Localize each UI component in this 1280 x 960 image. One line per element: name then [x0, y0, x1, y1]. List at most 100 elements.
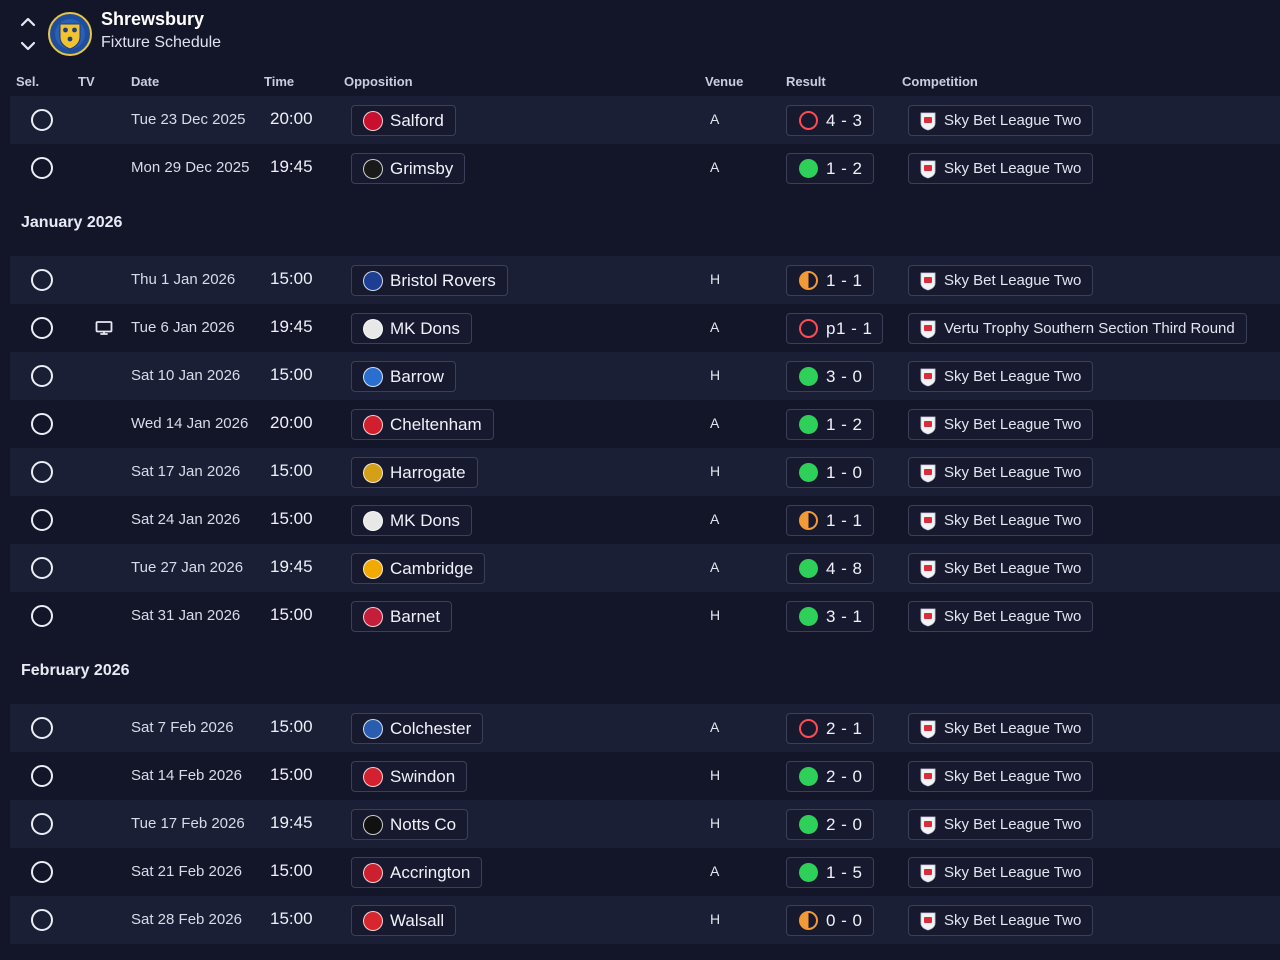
competition-badge-icon — [920, 159, 936, 179]
competition-button[interactable]: Sky Bet League Two — [908, 601, 1094, 632]
result-button[interactable]: 0 - 0 — [786, 905, 874, 936]
fixture-row[interactable]: Sat 17 Jan 2026 15:00 Harrogate H 1 - 0 … — [10, 448, 1280, 496]
column-header-competition[interactable]: Competition — [902, 74, 978, 89]
fixture-row[interactable]: Tue 23 Dec 2025 20:00 Salford A 4 - 3 Sk… — [10, 96, 1280, 144]
fixture-row[interactable]: Thu 1 Jan 2026 15:00 Bristol Rovers H 1 … — [10, 256, 1280, 304]
select-radio[interactable] — [31, 413, 53, 435]
opponent-button[interactable]: Barrow — [351, 361, 456, 392]
opponent-button[interactable]: Bristol Rovers — [351, 265, 508, 296]
result-button[interactable]: 1 - 1 — [786, 265, 874, 296]
opponent-crest-icon — [363, 318, 383, 339]
opponent-button[interactable]: MK Dons — [351, 313, 472, 344]
result-button[interactable]: 1 - 5 — [786, 857, 874, 888]
competition-button[interactable]: Sky Bet League Two — [908, 809, 1094, 840]
column-header-result[interactable]: Result — [786, 74, 826, 89]
fixture-date: Tue 27 Jan 2026 — [131, 559, 244, 576]
opponent-button[interactable]: Notts Co — [351, 809, 469, 840]
competition-button[interactable]: Sky Bet League Two — [908, 457, 1094, 488]
opponent-crest-icon — [363, 910, 383, 931]
select-radio[interactable] — [31, 269, 53, 291]
competition-button[interactable]: Sky Bet League Two — [908, 905, 1094, 936]
competition-button[interactable]: Sky Bet League Two — [908, 761, 1094, 792]
select-radio[interactable] — [31, 509, 53, 531]
opponent-button[interactable]: Walsall — [351, 905, 457, 936]
result-button[interactable]: 2 - 1 — [786, 713, 874, 744]
result-score: 2 - 0 — [826, 766, 863, 786]
select-radio[interactable] — [31, 157, 53, 179]
competition-badge-icon — [920, 271, 936, 291]
competition-button[interactable]: Sky Bet League Two — [908, 857, 1094, 888]
fixture-row[interactable]: Sat 24 Jan 2026 15:00 MK Dons A 1 - 1 Sk… — [10, 496, 1280, 544]
fixture-row[interactable]: Sat 28 Feb 2026 15:00 Walsall H 0 - 0 Sk… — [10, 896, 1280, 944]
result-button[interactable]: 4 - 8 — [786, 553, 874, 584]
chevron-down-icon[interactable] — [17, 36, 39, 56]
competition-button[interactable]: Sky Bet League Two — [908, 409, 1094, 440]
column-header-sel[interactable]: Sel. — [16, 74, 40, 89]
select-radio[interactable] — [31, 317, 53, 339]
fixture-row[interactable]: Tue 6 Jan 2026 19:45 MK Dons A p1 - 1 Ve… — [10, 304, 1280, 352]
opponent-button[interactable]: Swindon — [351, 761, 468, 792]
competition-button[interactable]: Sky Bet League Two — [908, 105, 1094, 136]
opponent-button[interactable]: Colchester — [351, 713, 484, 744]
fixture-row[interactable]: Sat 14 Feb 2026 15:00 Swindon H 2 - 0 Sk… — [10, 752, 1280, 800]
select-radio[interactable] — [31, 909, 53, 931]
result-button[interactable]: 1 - 0 — [786, 457, 874, 488]
fixture-row[interactable]: Sat 21 Feb 2026 15:00 Accrington A 1 - 5… — [10, 848, 1280, 896]
competition-button[interactable]: Sky Bet League Two — [908, 505, 1094, 536]
opponent-button[interactable]: Accrington — [351, 857, 483, 888]
opponent-button[interactable]: Salford — [351, 105, 456, 136]
result-button[interactable]: p1 - 1 — [786, 313, 884, 344]
fixture-row[interactable]: Sat 10 Jan 2026 15:00 Barrow H 3 - 0 Sky… — [10, 352, 1280, 400]
opponent-button[interactable]: Barnet — [351, 601, 453, 632]
result-indicator-icon — [799, 511, 818, 530]
column-header-date[interactable]: Date — [131, 74, 160, 89]
result-button[interactable]: 3 - 1 — [786, 601, 874, 632]
select-radio[interactable] — [31, 365, 53, 387]
chevron-up-icon[interactable] — [17, 12, 39, 32]
fixture-row[interactable]: Mon 29 Dec 2025 19:45 Grimsby A 1 - 2 Sk… — [10, 144, 1280, 192]
opponent-crest-icon — [363, 414, 383, 435]
opponent-button[interactable]: Cheltenham — [351, 409, 494, 440]
month-header: January 2026 — [0, 192, 1280, 256]
result-button[interactable]: 1 - 2 — [786, 409, 874, 440]
club-name[interactable]: Shrewsbury — [101, 9, 205, 29]
column-header-venue[interactable]: Venue — [705, 74, 744, 89]
result-button[interactable]: 1 - 1 — [786, 505, 874, 536]
select-radio[interactable] — [31, 813, 53, 835]
result-button[interactable]: 3 - 0 — [786, 361, 874, 392]
competition-button[interactable]: Sky Bet League Two — [908, 553, 1094, 584]
fixture-time: 15:00 — [270, 605, 313, 624]
column-header-tv[interactable]: TV — [78, 74, 95, 89]
competition-name: Sky Bet League Two — [944, 416, 1082, 433]
competition-button[interactable]: Sky Bet League Two — [908, 361, 1094, 392]
result-button[interactable]: 2 - 0 — [786, 809, 874, 840]
fixture-row[interactable]: Tue 17 Feb 2026 19:45 Notts Co H 2 - 0 S… — [10, 800, 1280, 848]
fixture-row[interactable]: Wed 14 Jan 2026 20:00 Cheltenham A 1 - 2… — [10, 400, 1280, 448]
select-radio[interactable] — [31, 717, 53, 739]
opponent-name: Cheltenham — [390, 414, 482, 434]
competition-button[interactable]: Sky Bet League Two — [908, 265, 1094, 296]
result-button[interactable]: 2 - 0 — [786, 761, 874, 792]
opponent-button[interactable]: Harrogate — [351, 457, 478, 488]
column-header-time[interactable]: Time — [264, 74, 295, 89]
select-radio[interactable] — [31, 557, 53, 579]
opponent-button[interactable]: Grimsby — [351, 153, 466, 184]
result-button[interactable]: 1 - 2 — [786, 153, 874, 184]
fixture-row[interactable]: Tue 27 Jan 2026 19:45 Cambridge A 4 - 8 … — [10, 544, 1280, 592]
fixture-row[interactable]: Sat 31 Jan 2026 15:00 Barnet H 3 - 1 Sky… — [10, 592, 1280, 640]
column-header-opposition[interactable]: Opposition — [344, 74, 413, 89]
fixture-row[interactable]: Sat 7 Feb 2026 15:00 Colchester A 2 - 1 … — [10, 704, 1280, 752]
opponent-button[interactable]: Cambridge — [351, 553, 486, 584]
competition-button[interactable]: Sky Bet League Two — [908, 713, 1094, 744]
select-radio[interactable] — [31, 861, 53, 883]
competition-button[interactable]: Sky Bet League Two — [908, 153, 1094, 184]
result-button[interactable]: 4 - 3 — [786, 105, 874, 136]
select-radio[interactable] — [31, 461, 53, 483]
fixture-time: 15:00 — [270, 509, 313, 528]
select-radio[interactable] — [31, 765, 53, 787]
competition-button[interactable]: Vertu Trophy Southern Section Third Roun… — [908, 313, 1247, 344]
select-radio[interactable] — [31, 109, 53, 131]
fixture-venue: A — [710, 559, 720, 575]
opponent-button[interactable]: MK Dons — [351, 505, 472, 536]
select-radio[interactable] — [31, 605, 53, 627]
